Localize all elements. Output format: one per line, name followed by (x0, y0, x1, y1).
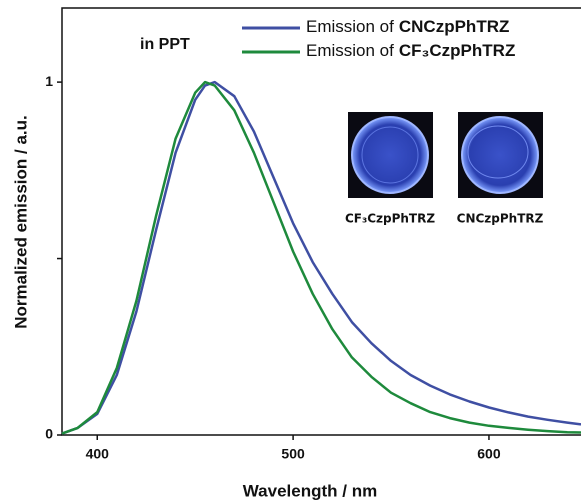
inset-caption: CF₃CzpPhTRZ (345, 212, 435, 226)
legend-name: CNCzpPhTRZ (399, 17, 509, 36)
legend-label: Emission of CNCzpPhTRZ (306, 17, 509, 36)
x-tick-label: 600 (477, 446, 501, 462)
y-tick-label: 0 (45, 426, 53, 442)
legend-prefix: Emission of (306, 17, 394, 36)
inset-photo (458, 112, 543, 198)
y-tick-label: 1 (45, 73, 53, 89)
y-axis-label: Normalized emission / a.u. (11, 115, 30, 329)
x-tick-label: 500 (281, 446, 305, 462)
inset-caption: CNCzpPhTRZ (457, 212, 544, 226)
legend-label: Emission of CF₃CzpPhTRZ (306, 41, 515, 60)
legend-prefix: Emission of (306, 41, 394, 60)
series-line (61, 80, 581, 435)
legend-name: CF₃CzpPhTRZ (399, 41, 515, 60)
series-line (61, 80, 581, 435)
x-axis-label: Wavelength / nm (243, 481, 377, 500)
x-tick-label: 400 (86, 446, 110, 462)
inset-photo (348, 112, 433, 198)
annotation: in PPT (140, 36, 190, 53)
axis-frame (61, 7, 581, 436)
